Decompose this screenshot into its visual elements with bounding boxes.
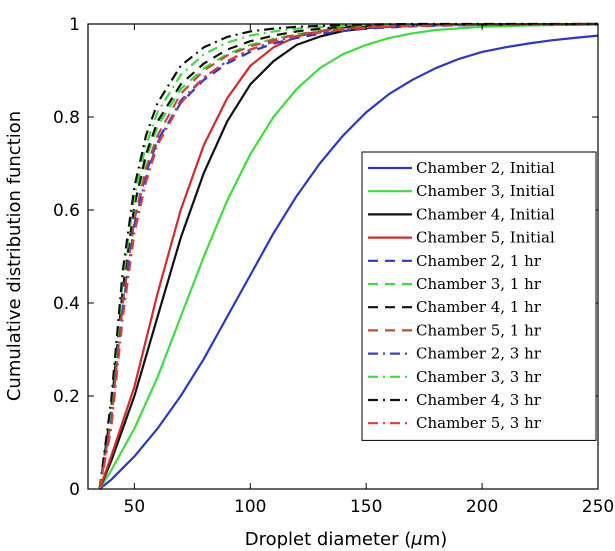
x-tick-label: 200: [466, 497, 498, 517]
legend-label: Chamber 4, 1 hr: [416, 298, 542, 316]
legend-label: Chamber 3, Initial: [416, 182, 555, 200]
series-layer: [98, 22, 599, 490]
series-line: [98, 22, 599, 490]
y-tick-label: 0.8: [53, 108, 80, 128]
legend-label: Chamber 5, 1 hr: [416, 321, 542, 339]
legend-label: Chamber 3, 3 hr: [416, 368, 542, 386]
y-tick-label: 0: [69, 480, 80, 500]
legend-box: [361, 151, 597, 441]
legend-label: Chamber 3, 1 hr: [416, 275, 542, 293]
legend-label: Chamber 2, 1 hr: [416, 252, 542, 270]
x-axis-label-suffix: m): [423, 529, 448, 550]
plot-frame: [87, 23, 599, 490]
series-line: [98, 22, 598, 490]
legend-label: Chamber 4, 3 hr: [416, 391, 542, 409]
legend-label: Chamber 2, Initial: [416, 159, 555, 177]
x-tick-label: 50: [124, 497, 146, 517]
y-tick-label: 1: [69, 15, 80, 35]
x-tick-label: 150: [350, 497, 382, 517]
series-line: [98, 22, 598, 490]
y-axis-label: Cumulative distribution function: [4, 111, 25, 401]
x-tick-label: 250: [582, 497, 614, 517]
x-axis-label-symbol: μ: [410, 529, 422, 550]
x-axis-label-text: Droplet diameter (: [245, 529, 412, 550]
series-line: [98, 23, 599, 490]
legend-label: Chamber 2, 3 hr: [416, 345, 542, 363]
legend: Chamber 2, Initial Chamber 3, Initial Cham…: [361, 151, 597, 441]
legend-label: Chamber 4, Initial: [416, 205, 555, 223]
tick-layer: 50 100 150 200 250 0 0.2 0.4 0.6 0.8 1: [53, 15, 614, 517]
y-tick-label: 0.4: [53, 294, 80, 314]
x-axis-label: Droplet diameter (μm): [245, 529, 448, 550]
legend-label: Chamber 5, 3 hr: [416, 414, 542, 432]
y-tick-label: 0.2: [53, 387, 80, 407]
x-tick-label: 100: [234, 497, 266, 517]
y-tick-label: 0.6: [53, 201, 80, 221]
legend-label: Chamber 5, Initial: [416, 229, 555, 247]
series-line: [98, 34, 599, 490]
